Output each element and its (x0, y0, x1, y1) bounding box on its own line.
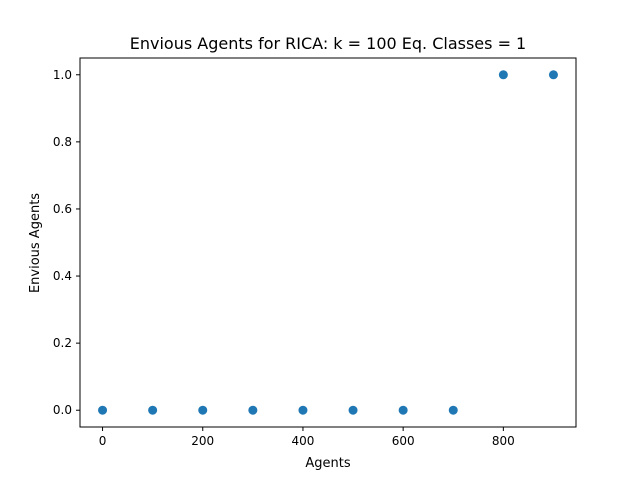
data-point (498, 70, 508, 80)
axes-frame (79, 57, 577, 428)
x-tick-label: 200 (191, 434, 214, 448)
y-axis-label: Envious Agents (28, 193, 43, 293)
x-axis-label: Agents (305, 456, 350, 471)
y-tick-label: 0.4 (53, 269, 72, 283)
y-tick-label: 0.8 (53, 135, 72, 149)
x-tick-label: 600 (392, 434, 415, 448)
data-point (298, 405, 308, 415)
data-point (348, 405, 358, 415)
x-tick-label: 800 (492, 434, 515, 448)
x-tick-label: 400 (291, 434, 314, 448)
x-tick-label: 0 (99, 434, 107, 448)
data-point (398, 405, 408, 415)
data-point (548, 70, 558, 80)
data-point (198, 405, 208, 415)
data-point (98, 405, 108, 415)
data-point (248, 405, 258, 415)
chart-title: Envious Agents for RICA: k = 100 Eq. Cla… (130, 34, 526, 53)
plot-area: 0 200 400 600 800 0.0 0.2 0.4 0.6 0.8 1.0 (53, 57, 577, 448)
y-tick-label: 1.0 (53, 68, 72, 82)
data-point (448, 405, 458, 415)
y-tick-label: 0.2 (53, 336, 72, 350)
y-tick-label: 0.0 (53, 403, 72, 417)
y-tick-label: 0.6 (53, 202, 72, 216)
data-point (148, 405, 158, 415)
